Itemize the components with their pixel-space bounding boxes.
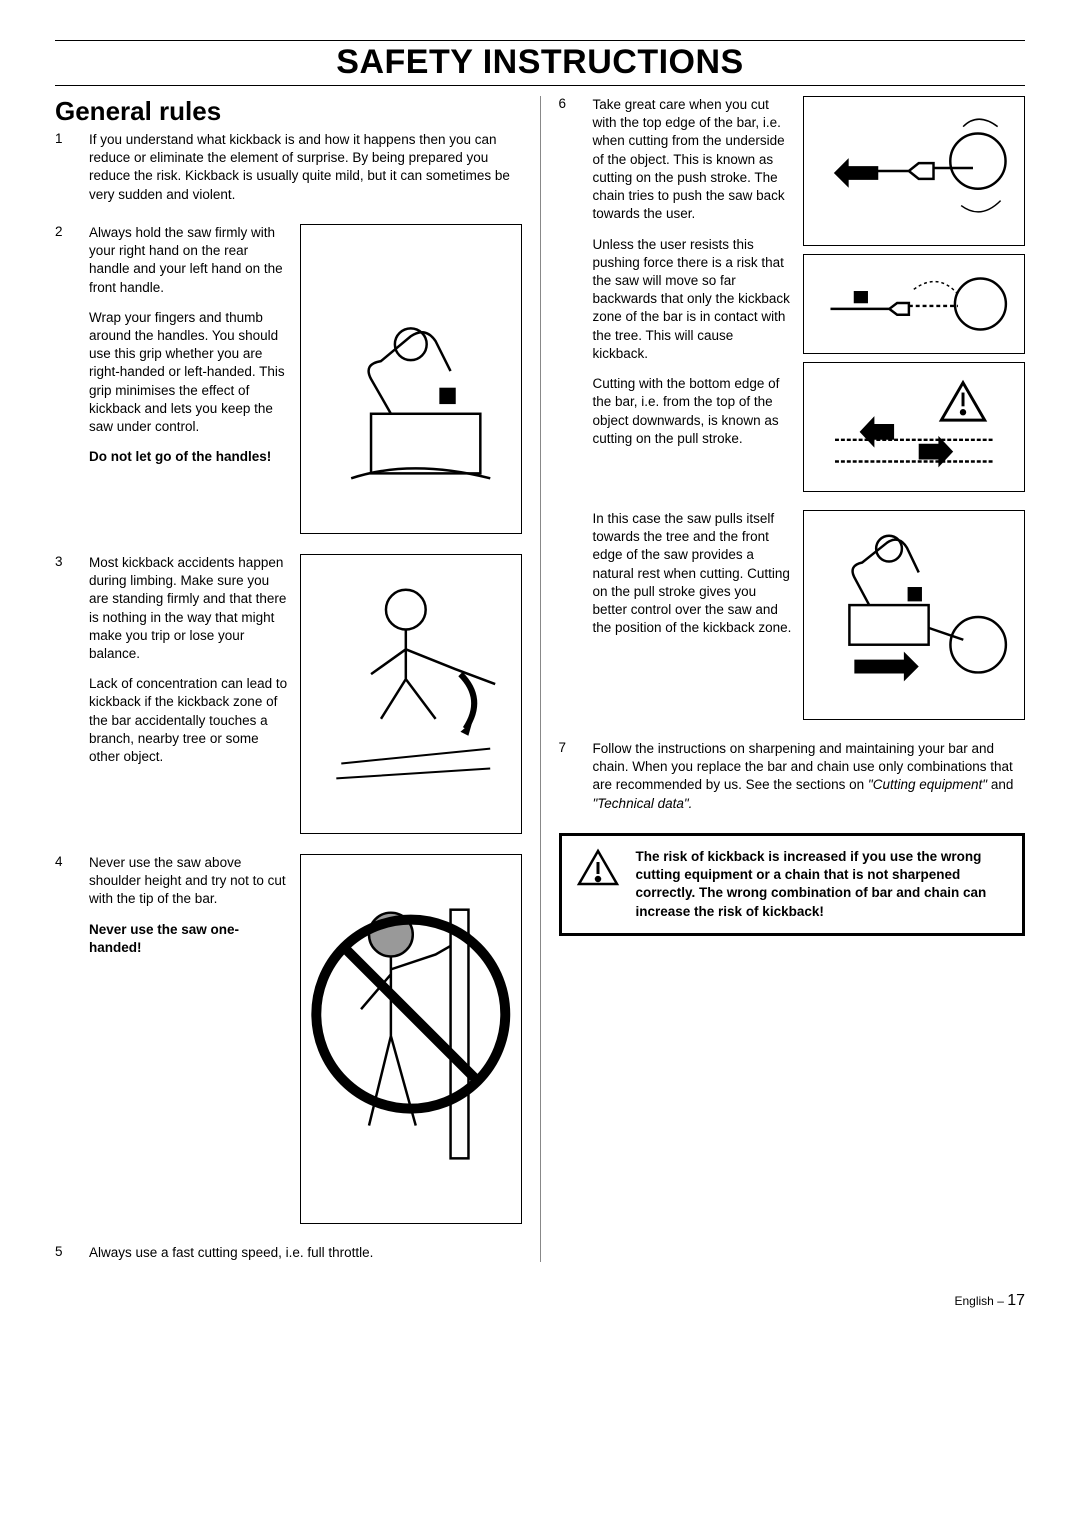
rule-item: 3 Most kickback accidents happen during …: [55, 554, 522, 834]
illustration-box: [300, 854, 522, 1224]
warning-text: The risk of kickback is increased if you…: [636, 848, 1009, 921]
item-body: Never use the saw above shoulder height …: [89, 854, 522, 1224]
limbing-icon: [301, 555, 521, 833]
warning-icon: [576, 848, 620, 888]
content-columns: General rules 1 If you understand what k…: [55, 96, 1025, 1262]
kickback-warning-icon: [804, 363, 1024, 491]
paragraph-bold: Never use the saw one-handed!: [89, 921, 288, 957]
paragraph: Lack of concentration can lead to kickba…: [89, 675, 288, 766]
page-number: 17: [1007, 1292, 1025, 1309]
paragraph: Cutting with the bottom edge of the bar,…: [593, 375, 792, 448]
paragraph: Never use the saw above shoulder height …: [89, 854, 288, 909]
push-stroke-icon: [804, 97, 1024, 245]
pull-stroke-icon: [804, 511, 1024, 719]
rule-item: 6 Take great care when you cut with the …: [559, 96, 1026, 720]
illustration-box: [300, 224, 522, 534]
rule-item: 4 Never use the saw above shoulder heigh…: [55, 854, 522, 1224]
text-image-row: Never use the saw above shoulder height …: [89, 854, 522, 1224]
item-body: Take great care when you cut with the to…: [593, 96, 1026, 720]
text-image-row: In this case the saw pulls itself toward…: [593, 510, 1026, 720]
text-italic: "Cutting equipment": [868, 777, 987, 792]
item-text: Never use the saw above shoulder height …: [89, 854, 288, 1224]
item-text: Always hold the saw firmly with your rig…: [89, 224, 288, 534]
item-text: Take great care when you cut with the to…: [593, 96, 792, 492]
paragraph: Unless the user resists this pushing for…: [593, 236, 792, 364]
illustration: [300, 554, 522, 834]
left-column: General rules 1 If you understand what k…: [55, 96, 522, 1262]
text-image-row: Always hold the saw firmly with your rig…: [89, 224, 522, 534]
item-body: Most kickback accidents happen during li…: [89, 554, 522, 834]
paragraph: Take great care when you cut with the to…: [593, 96, 792, 224]
item-number: 4: [55, 854, 75, 1224]
paragraph: Wrap your fingers and thumb around the h…: [89, 309, 288, 437]
rule-item: 1 If you understand what kickback is and…: [55, 131, 522, 204]
paragraph: Always use a fast cutting speed, i.e. fu…: [89, 1244, 522, 1262]
paragraph-bold: Do not let go of the handles!: [89, 448, 288, 466]
footer-lang: English –: [955, 1294, 1008, 1308]
text-italic: "Technical data".: [593, 796, 693, 811]
illustration: [300, 224, 522, 534]
illustration-box: [300, 554, 522, 834]
saw-contact-icon: [804, 255, 1024, 353]
illustration: [300, 854, 522, 1224]
item-number: 5: [55, 1244, 75, 1262]
section-heading: General rules: [55, 96, 522, 127]
item-text: Follow the instructions on sharpening an…: [593, 740, 1026, 813]
item-body: Always hold the saw firmly with your rig…: [89, 224, 522, 534]
page-title: SAFETY INSTRUCTIONS: [55, 43, 1025, 86]
column-divider: [540, 96, 541, 1262]
no-one-hand-icon: [301, 855, 521, 1223]
text-image-row: Most kickback accidents happen during li…: [89, 554, 522, 834]
illustration-box: [803, 510, 1025, 720]
illustration: [803, 510, 1025, 720]
right-column: 6 Take great care when you cut with the …: [559, 96, 1026, 1262]
page-footer: English – 17: [55, 1292, 1025, 1310]
top-rule: [55, 40, 1025, 41]
illustration: [803, 254, 1025, 354]
paragraph: Always hold the saw firmly with your rig…: [89, 224, 288, 297]
warning-box: The risk of kickback is increased if you…: [559, 833, 1026, 936]
item-text: If you understand what kickback is and h…: [89, 131, 522, 204]
text: and: [987, 777, 1013, 792]
paragraph: In this case the saw pulls itself toward…: [593, 510, 792, 638]
warning-triangle-icon: [576, 848, 620, 888]
rule-item: 7 Follow the instructions on sharpening …: [559, 740, 1026, 813]
item-number: 2: [55, 224, 75, 534]
text-image-row: Take great care when you cut with the to…: [593, 96, 1026, 492]
paragraph: Most kickback accidents happen during li…: [89, 554, 288, 663]
illustration: [803, 96, 1025, 246]
item-number: 1: [55, 131, 75, 204]
paragraph: If you understand what kickback is and h…: [89, 131, 522, 204]
item-text: Most kickback accidents happen during li…: [89, 554, 288, 834]
illustration-stack: [803, 96, 1025, 492]
paragraph: Follow the instructions on sharpening an…: [593, 740, 1026, 813]
item-text: Always use a fast cutting speed, i.e. fu…: [89, 1244, 522, 1262]
item-number: 6: [559, 96, 579, 720]
item-number: 3: [55, 554, 75, 834]
chainsaw-grip-icon: [301, 225, 521, 533]
item-number: 7: [559, 740, 579, 813]
illustration: [803, 362, 1025, 492]
rule-item: 5 Always use a fast cutting speed, i.e. …: [55, 1244, 522, 1262]
rule-item: 2 Always hold the saw firmly with your r…: [55, 224, 522, 534]
item-text: In this case the saw pulls itself toward…: [593, 510, 792, 720]
